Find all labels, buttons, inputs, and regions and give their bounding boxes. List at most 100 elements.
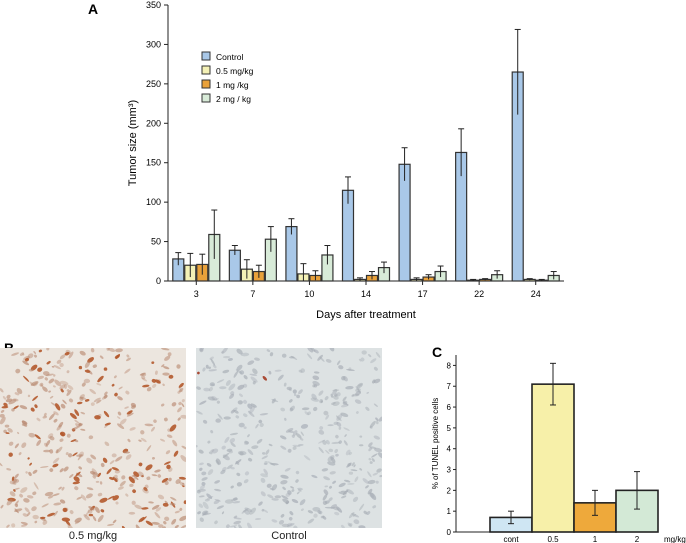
- nucleus: [152, 456, 155, 460]
- nucleus: [233, 520, 242, 525]
- nucleus: [157, 474, 162, 478]
- nucleus: [373, 403, 378, 407]
- nucleus: [206, 462, 212, 467]
- nucleus: [249, 406, 255, 414]
- stained-nucleus: [102, 457, 108, 463]
- nucleus: [74, 419, 80, 424]
- nucleus: [367, 488, 373, 495]
- nucleus: [368, 457, 372, 461]
- nucleus: [287, 448, 292, 453]
- nucleus: [6, 394, 11, 399]
- nucleus: [354, 399, 362, 404]
- nucleus: [375, 420, 379, 425]
- nucleus: [165, 450, 171, 455]
- x-tick-label-day-22: 22: [474, 289, 484, 299]
- nucleus: [64, 384, 67, 389]
- nucleus: [177, 407, 182, 413]
- nucleus: [40, 466, 49, 468]
- stained-nucleus: [112, 495, 120, 501]
- nucleus: [178, 401, 182, 406]
- nucleus: [291, 489, 295, 492]
- stained-nucleus: [23, 375, 30, 382]
- nucleus: [254, 357, 260, 361]
- stained-nucleus: [114, 392, 118, 397]
- stained-nucleus: [106, 468, 112, 475]
- nucleus: [11, 523, 16, 528]
- nucleus: [297, 444, 304, 446]
- legend-label-3: 2 mg / kg: [216, 94, 251, 104]
- stained-nucleus: [151, 378, 157, 383]
- nucleus: [48, 390, 51, 393]
- y-tick-label-250: 250: [146, 79, 161, 89]
- nucleus: [89, 388, 97, 395]
- nucleus: [271, 484, 278, 491]
- nucleus: [338, 482, 346, 488]
- nucleus: [283, 382, 287, 387]
- nucleus: [212, 364, 217, 369]
- nucleus: [255, 423, 259, 429]
- nucleus: [155, 507, 162, 512]
- nucleus: [271, 519, 278, 523]
- c-y-tick-label-5: 5: [447, 424, 452, 433]
- nucleus: [48, 378, 55, 384]
- nucleus: [266, 483, 272, 488]
- c-y-tick-label-0: 0: [447, 528, 452, 537]
- nucleus: [164, 516, 170, 522]
- nucleus: [53, 364, 61, 370]
- nucleus: [334, 448, 338, 454]
- nucleus: [80, 428, 86, 431]
- nucleus: [368, 447, 373, 452]
- nucleus: [157, 494, 165, 500]
- nucleus: [196, 444, 198, 448]
- nucleus: [331, 441, 340, 444]
- nucleus: [210, 358, 216, 366]
- nucleus: [358, 358, 362, 362]
- nucleus: [268, 443, 273, 447]
- nucleus: [296, 394, 300, 399]
- nucleus: [236, 364, 243, 371]
- nucleus: [13, 487, 20, 491]
- nucleus: [352, 513, 357, 517]
- nucleus: [237, 450, 247, 456]
- nucleus: [367, 479, 376, 485]
- stained-nucleus: [47, 512, 55, 517]
- nucleus: [164, 480, 169, 486]
- nucleus: [292, 430, 298, 436]
- nucleus: [370, 358, 377, 364]
- nucleus: [247, 449, 254, 456]
- nucleus: [328, 497, 333, 502]
- stained-nucleus: [24, 357, 30, 362]
- nucleus: [288, 516, 293, 521]
- nucleus: [25, 471, 28, 474]
- nucleus: [325, 358, 332, 363]
- stained-nucleus: [74, 409, 80, 417]
- nucleus: [358, 525, 366, 528]
- nucleus: [368, 442, 373, 447]
- nucleus: [214, 520, 218, 525]
- stained-nucleus: [84, 399, 90, 402]
- nucleus: [14, 479, 17, 483]
- nucleus: [215, 418, 221, 423]
- nucleus: [330, 393, 334, 398]
- nucleus: [126, 354, 130, 358]
- nucleus: [251, 445, 259, 449]
- nucleus: [295, 479, 299, 483]
- tunel-positive-bar-chart: C 0 1 2 3 4 5 6 7 8 cont 0.5 1 2 mg/kg % of TUNEL posi…: [431, 344, 686, 543]
- nucleus: [16, 387, 23, 395]
- nucleus: [304, 411, 309, 416]
- micrograph-control: [196, 348, 382, 528]
- nucleus: [109, 460, 115, 465]
- nucleus: [373, 435, 380, 440]
- y-tick-label-350: 350: [146, 0, 161, 10]
- stained-nucleus: [73, 476, 80, 482]
- nucleus: [199, 348, 205, 352]
- nucleus: [235, 415, 240, 419]
- nucleus: [341, 376, 346, 381]
- nucleus: [135, 524, 141, 528]
- nucleus: [80, 494, 87, 501]
- nucleus: [130, 402, 136, 408]
- nucleus: [369, 420, 376, 428]
- nucleus: [369, 425, 373, 429]
- nucleus: [247, 434, 250, 438]
- stained-nucleus: [132, 489, 136, 494]
